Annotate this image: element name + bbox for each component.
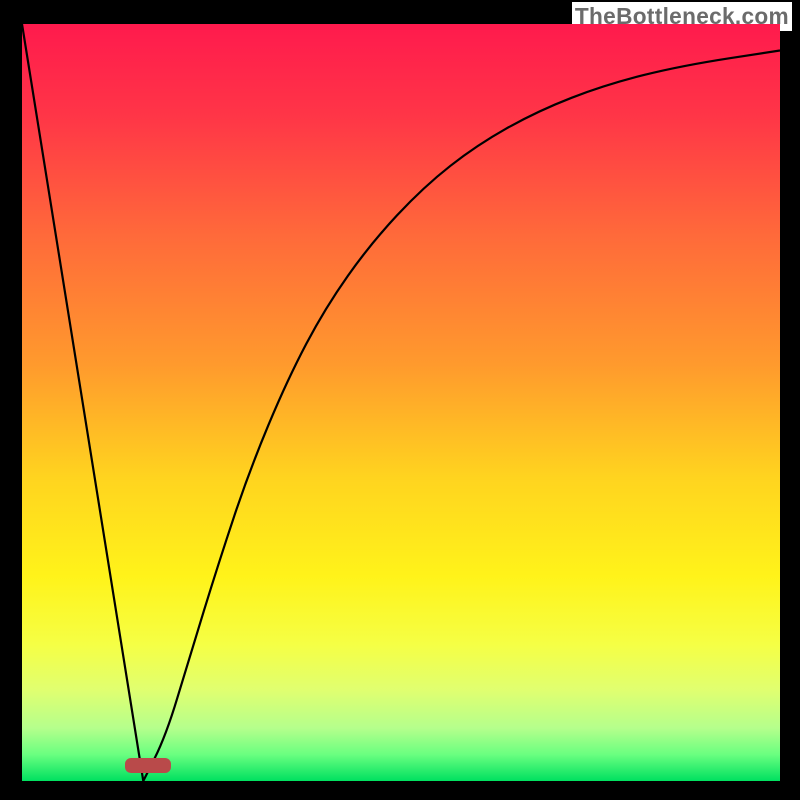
min-marker xyxy=(125,758,170,773)
chart-container: TheBottleneck.com xyxy=(0,0,800,800)
plot-area xyxy=(22,24,780,781)
chart-svg xyxy=(22,24,780,781)
gradient-background xyxy=(22,24,780,781)
